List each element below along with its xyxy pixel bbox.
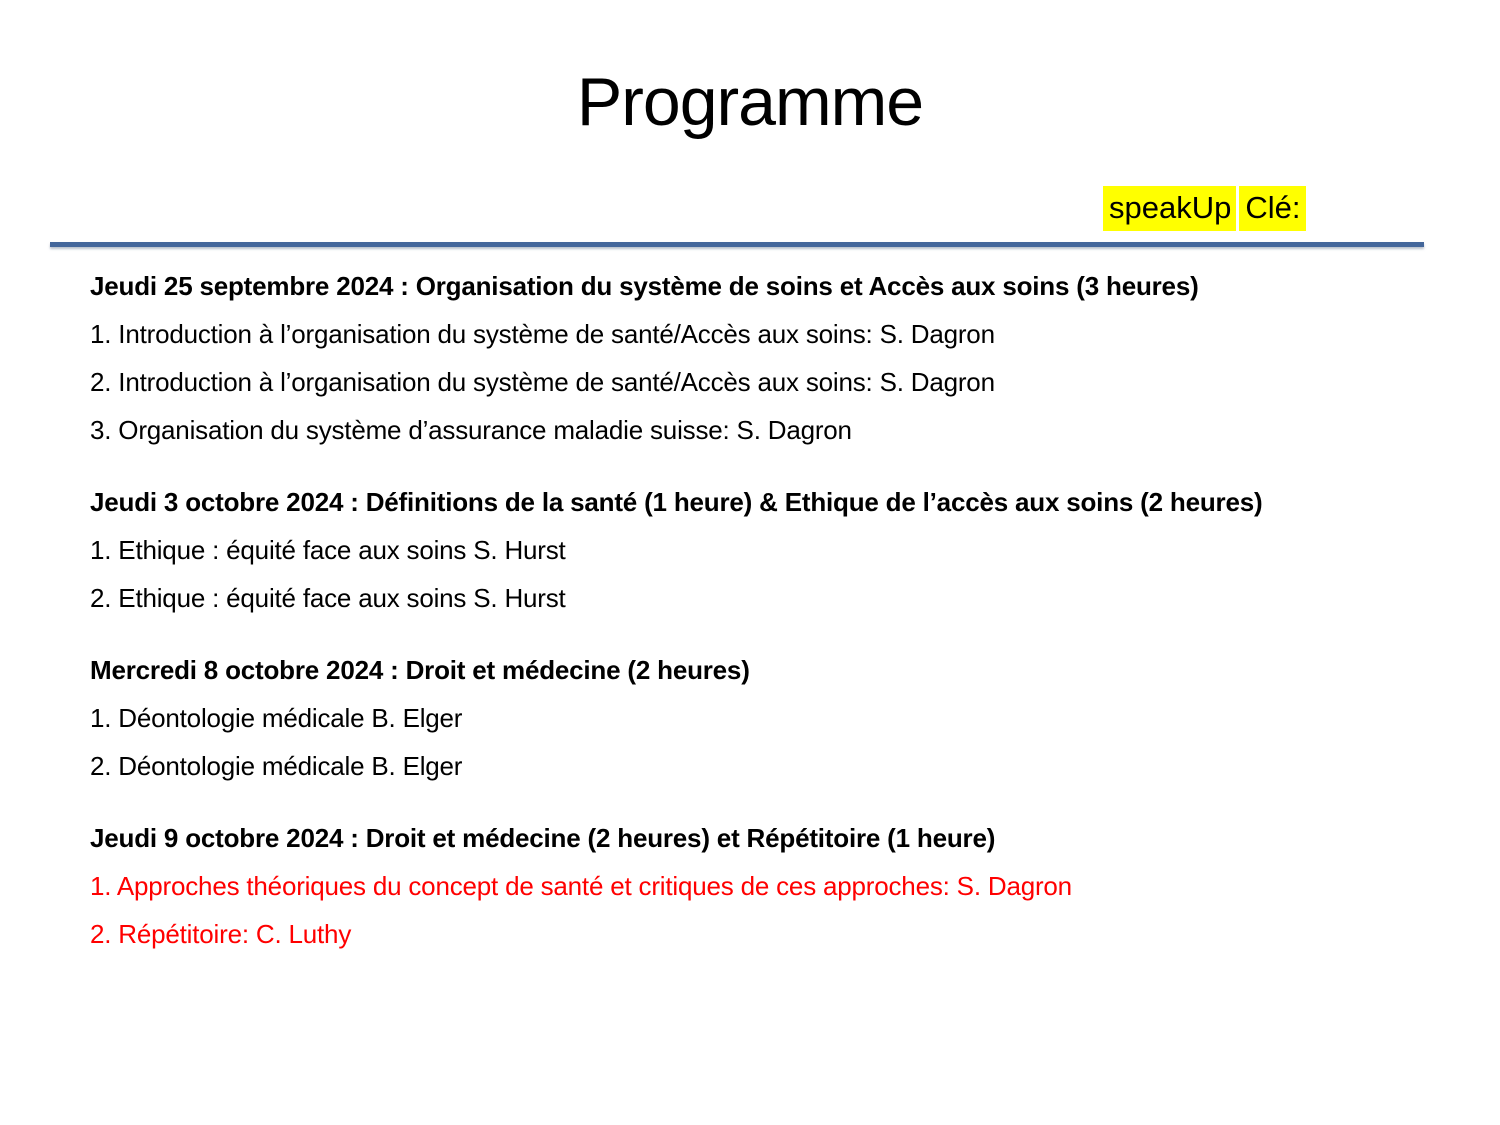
program-item: 1. Approches théoriques du concept de sa… — [90, 871, 1072, 901]
program-item: 2. Introduction à l’organisation du syst… — [90, 367, 995, 397]
section-8-october: Mercredi 8 octobre 2024 : Droit et médec… — [90, 646, 1460, 790]
section-header: Jeudi 25 septembre 2024 : Organisation d… — [90, 271, 1199, 301]
section-3-october: Jeudi 3 octobre 2024 : Définitions de la… — [90, 478, 1460, 622]
section-9-october: Jeudi 9 octobre 2024 : Droit et médecine… — [90, 814, 1460, 958]
speakup-highlight-1: speakUp — [1103, 186, 1237, 231]
speakup-highlight-2: Clé: — [1239, 186, 1306, 231]
program-list: Jeudi 25 septembre 2024 : Organisation d… — [90, 262, 1460, 982]
program-item: 2. Déontologie médicale B. Elger — [90, 751, 463, 781]
section-header: Mercredi 8 octobre 2024 : Droit et médec… — [90, 655, 750, 685]
program-item: 1. Déontologie médicale B. Elger — [90, 703, 463, 733]
section-header: Jeudi 9 octobre 2024 : Droit et médecine… — [90, 823, 996, 853]
section-header: Jeudi 3 octobre 2024 : Définitions de la… — [90, 487, 1263, 517]
program-item: 1. Ethique : équité face aux soins S. Hu… — [90, 535, 566, 565]
section-25-september: Jeudi 25 septembre 2024 : Organisation d… — [90, 262, 1460, 454]
program-item: 3. Organisation du système d’assurance m… — [90, 415, 852, 445]
program-item: 2. Répétitoire: C. Luthy — [90, 919, 352, 949]
divider-line — [50, 242, 1424, 247]
program-item: 1. Introduction à l’organisation du syst… — [90, 319, 995, 349]
program-item: 2. Ethique : équité face aux soins S. Hu… — [90, 583, 566, 613]
page-title: Programme — [576, 64, 924, 140]
speakup-key: speakUp Clé: — [1103, 186, 1306, 231]
